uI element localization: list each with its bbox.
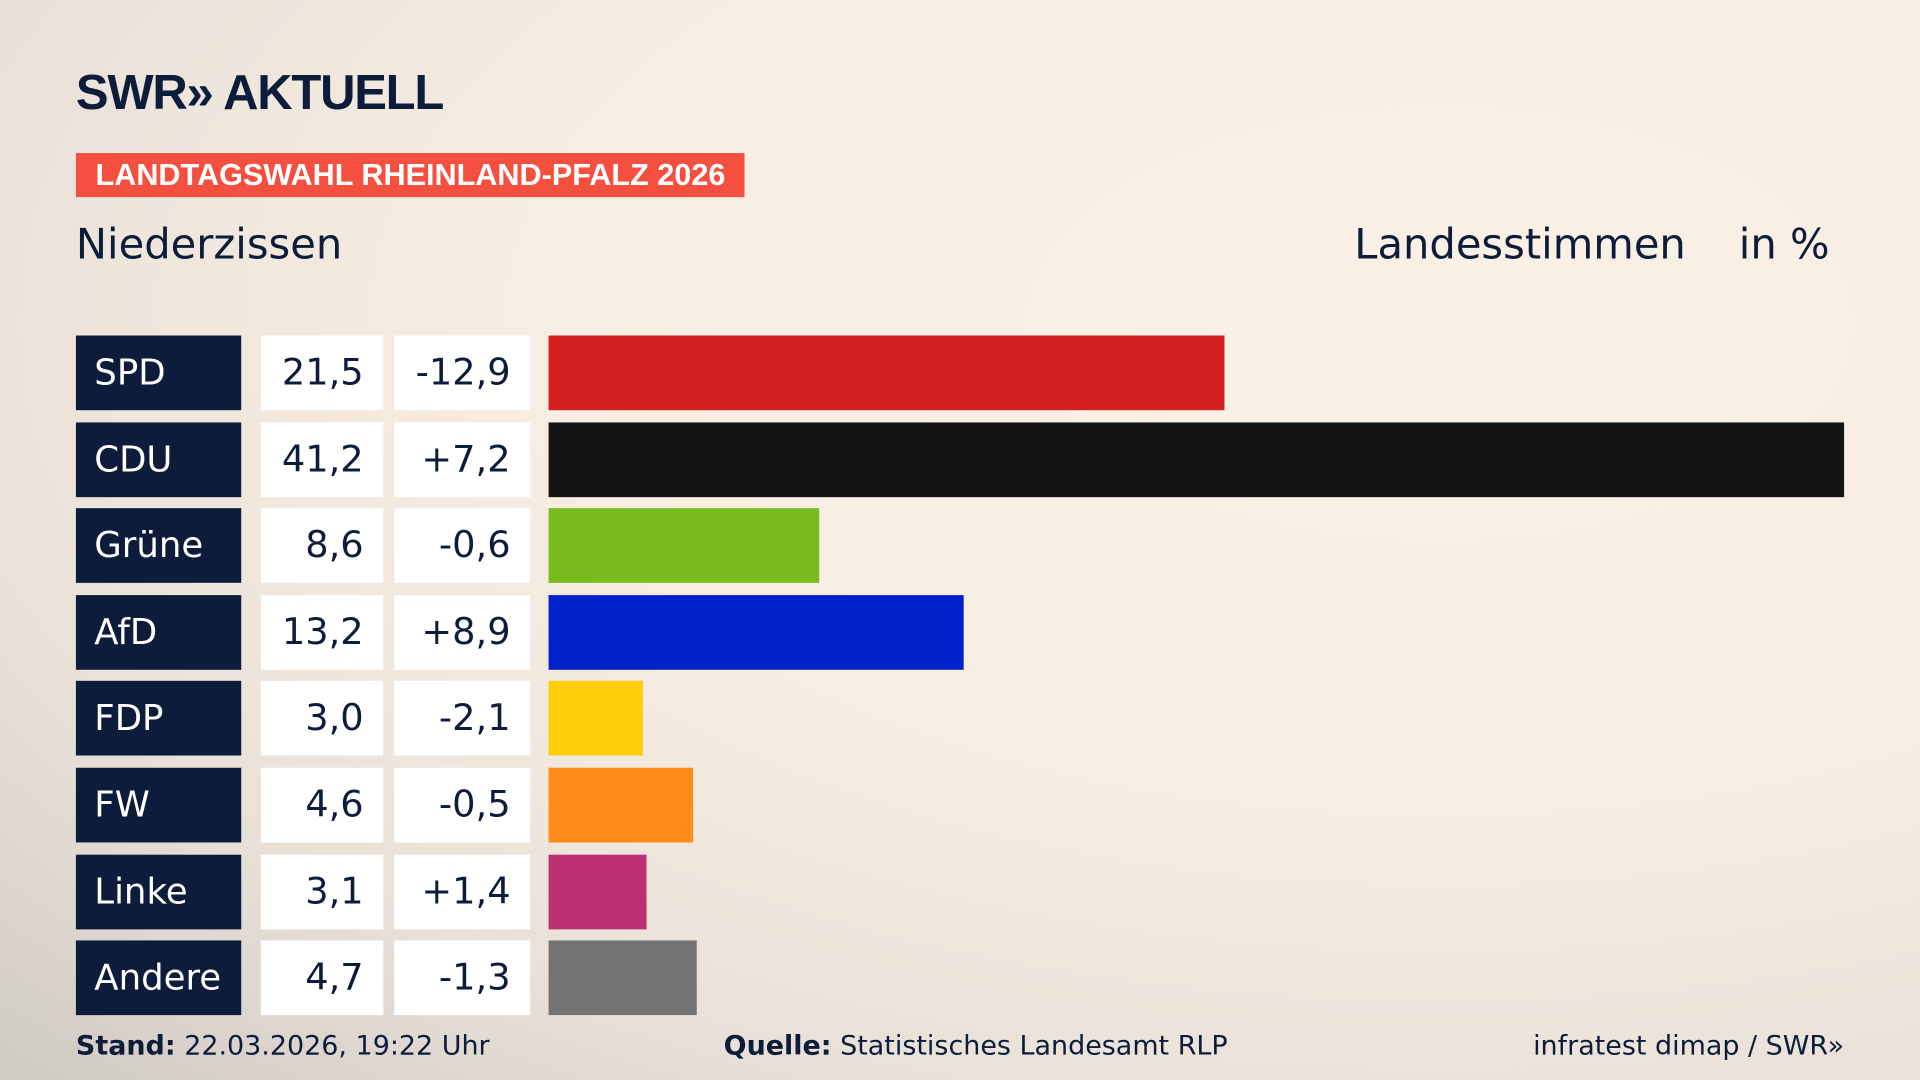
vote-change: +1,4 [394, 854, 531, 929]
bar-andere [548, 940, 697, 1016]
vote-change: -0,5 [394, 767, 531, 843]
party-label: AfD [75, 594, 242, 670]
source-label: Quelle: [723, 1031, 832, 1062]
stand-label: Stand: [75, 1031, 176, 1062]
vote-change: -1,3 [394, 940, 531, 1016]
party-label: Grüne [75, 508, 242, 584]
party-label: CDU [75, 421, 242, 497]
timestamp: Stand: 22.03.2026, 19:22 Uhr [76, 1031, 490, 1062]
vote-share: 3,0 [260, 681, 384, 756]
party-label: FW [75, 767, 242, 843]
stand-value: 22.03.2026, 19:22 Uhr [184, 1031, 490, 1062]
vote-change: -0,6 [394, 508, 531, 584]
party-label: SPD [75, 335, 242, 411]
place-title: Niederzissen [75, 220, 343, 270]
vote-share: 21,5 [260, 335, 384, 411]
bar-afd [548, 594, 964, 670]
bar-linke [548, 854, 647, 929]
party-label: Andere [75, 940, 242, 1016]
vote-change: -2,1 [394, 681, 531, 756]
source: Quelle: Statistisches Landesamt RLP [724, 1031, 1228, 1062]
bar-spd [548, 335, 1225, 411]
vote-share: 4,6 [260, 767, 384, 843]
vote-change: -12,9 [394, 335, 531, 411]
vote-share: 13,2 [260, 594, 384, 670]
vote-type-label: Landesstimmen [1354, 220, 1686, 270]
bar-cdu [548, 421, 1845, 497]
election-badge: LANDTAGSWAHL RHEINLAND-PFALZ 2026 [75, 153, 745, 198]
bar-grüne [548, 508, 819, 584]
vote-share: 4,7 [260, 940, 384, 1016]
vote-share: 41,2 [260, 421, 384, 497]
vote-change: +8,9 [394, 594, 531, 670]
swr-aktuell-logo: SWR» AKTUELL [75, 66, 444, 121]
bar-fdp [548, 681, 643, 756]
credit: infratest dimap / SWR» [1533, 1031, 1845, 1062]
vote-share: 3,1 [260, 854, 384, 929]
vote-share: 8,6 [260, 508, 384, 584]
source-value: Statistisches Landesamt RLP [840, 1031, 1228, 1062]
bar-fw [548, 767, 694, 843]
unit-label: in % [1738, 220, 1830, 270]
vote-change: +7,2 [394, 421, 531, 497]
party-label: Linke [75, 854, 242, 929]
party-label: FDP [75, 681, 242, 756]
